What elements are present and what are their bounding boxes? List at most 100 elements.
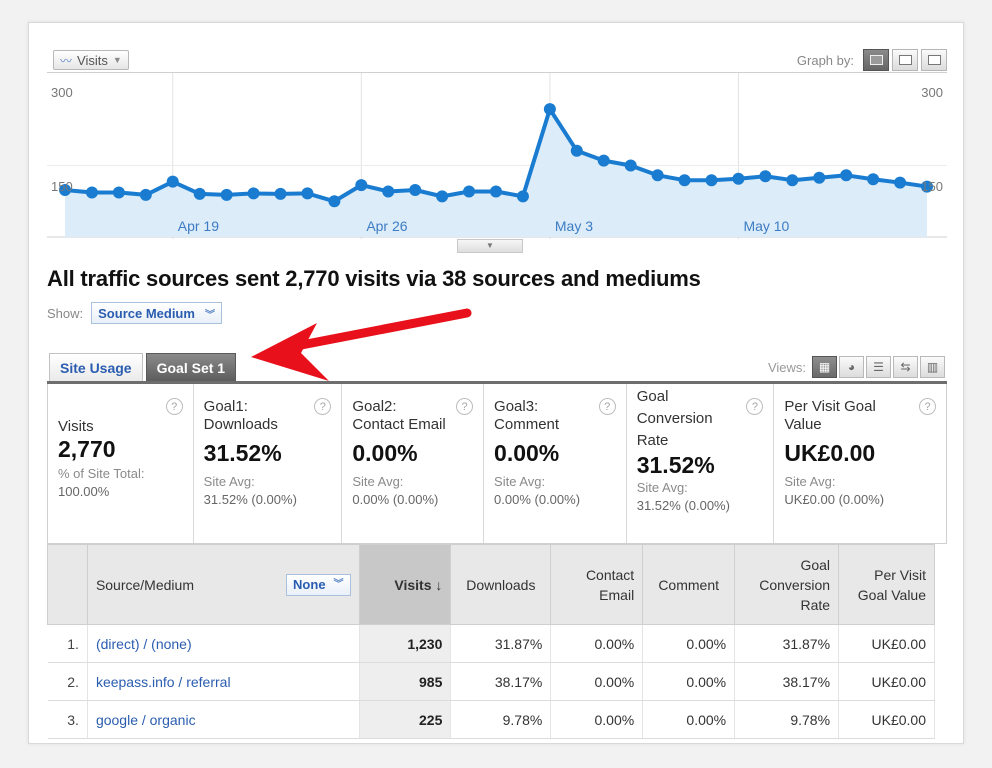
data-point[interactable] xyxy=(678,174,691,187)
graph-by-week-button[interactable] xyxy=(892,49,918,71)
data-point[interactable] xyxy=(112,186,125,199)
data-point[interactable] xyxy=(597,154,610,167)
scorecard-sub-value: 31.52% (0.00%) xyxy=(203,492,297,507)
data-point[interactable] xyxy=(705,174,718,187)
data-point[interactable] xyxy=(409,184,422,196)
help-icon[interactable]: ? xyxy=(746,398,764,415)
bar-list-icon: ☰ xyxy=(873,360,884,374)
scorecard-sub-value: 31.52% (0.00%) xyxy=(636,498,730,513)
help-icon[interactable]: ? xyxy=(598,398,616,415)
data-point[interactable] xyxy=(355,179,368,192)
data-point[interactable] xyxy=(274,187,287,200)
pivot-view-button[interactable]: ▥ xyxy=(920,356,945,378)
annotation-arrow-head xyxy=(251,323,329,381)
dimension-header-label[interactable]: Source/Medium xyxy=(95,576,194,593)
goal-conversion-rate-cell: 9.78% xyxy=(734,700,840,739)
downloads-header[interactable]: Downloads xyxy=(450,544,552,625)
data-point[interactable] xyxy=(759,170,772,183)
secondary-dimension-selector[interactable]: None ︾ xyxy=(286,573,351,596)
scorecard-sub-label: Site Avg: xyxy=(203,474,255,489)
x-tick-label: Apr 26 xyxy=(366,218,407,234)
dimension-selector-value: Source Medium xyxy=(98,305,195,321)
y-axis-right-300: 300 xyxy=(921,85,943,100)
line-chart-icon: 〰 xyxy=(60,53,73,68)
comparison-view-button[interactable]: ⇆ xyxy=(893,356,918,378)
scorecard-value: 31.52% xyxy=(636,452,715,478)
scorecard-value: 31.52% xyxy=(203,440,282,466)
pie-view-button[interactable]: ◕ xyxy=(839,356,864,378)
goal-conversion-rate-header[interactable]: Goal Conversion Rate xyxy=(734,544,840,625)
metric-selector[interactable]: 〰 Visits ▼ xyxy=(53,50,129,70)
contact-email-header[interactable]: Contact Email xyxy=(550,544,644,625)
performance-view-button[interactable]: ☰ xyxy=(866,356,891,378)
graph-by-controls: Graph by: xyxy=(797,49,947,71)
source-link[interactable]: (direct) / (none) xyxy=(95,635,192,652)
data-point[interactable] xyxy=(193,187,206,200)
help-icon[interactable]: ? xyxy=(165,398,183,415)
data-point[interactable] xyxy=(220,188,233,201)
data-point[interactable] xyxy=(463,185,476,198)
annotation-arrow-shaft xyxy=(286,308,472,352)
row-index: 1. xyxy=(47,624,88,663)
y-axis-right-150: 150 xyxy=(921,179,943,194)
pivot-icon: ▥ xyxy=(926,360,939,374)
help-icon[interactable]: ? xyxy=(919,398,936,415)
comment-cell: 0.00% xyxy=(642,700,736,739)
graph-by-month-button[interactable] xyxy=(921,49,947,71)
graph-resize-handle[interactable]: ▼ xyxy=(457,239,523,253)
data-point[interactable] xyxy=(732,172,745,185)
dimension-selector[interactable]: Source Medium ︾ xyxy=(91,302,222,324)
double-chevron-icon: ︾ xyxy=(333,578,344,590)
data-point[interactable] xyxy=(894,176,907,189)
data-point[interactable] xyxy=(328,195,341,208)
data-point[interactable] xyxy=(436,190,449,203)
metric-group-tabs: Site Usage Goal Set 1 xyxy=(49,353,237,381)
views-label: Views: xyxy=(767,359,806,375)
data-point[interactable] xyxy=(490,185,502,198)
data-point[interactable] xyxy=(85,186,98,199)
data-point[interactable] xyxy=(786,174,799,187)
index-header xyxy=(47,544,88,625)
scorecard-row: ? Visits 2,770 % of Site Total: 100.00% … xyxy=(47,384,947,544)
x-tick-label: May 3 xyxy=(555,218,593,234)
data-point[interactable] xyxy=(921,180,933,193)
data-point[interactable] xyxy=(301,187,314,200)
goal-conversion-rate-cell: 31.87% xyxy=(734,624,840,663)
data-point[interactable] xyxy=(813,171,826,184)
data-point[interactable] xyxy=(382,185,395,198)
data-point[interactable] xyxy=(59,184,71,196)
data-point[interactable] xyxy=(516,190,529,203)
tab-site-usage[interactable]: Site Usage xyxy=(49,353,143,381)
data-point[interactable] xyxy=(570,144,583,157)
comment-header[interactable]: Comment xyxy=(642,544,736,625)
table-icon: ▦ xyxy=(818,360,831,374)
show-row: Show: Source Medium ︾ xyxy=(47,302,222,324)
scorecard-goal3: ? Goal3: Comment 0.00% Site Avg: 0.00% (… xyxy=(484,384,627,543)
help-icon[interactable]: ? xyxy=(456,398,474,415)
data-point[interactable] xyxy=(166,175,179,188)
tab-goal-set-1[interactable]: Goal Set 1 xyxy=(145,353,237,381)
table-view-button[interactable]: ▦ xyxy=(812,356,837,378)
downloads-cell: 38.17% xyxy=(450,662,552,701)
source-link[interactable]: google / organic xyxy=(95,711,196,728)
scorecard-title: Goal1: Downloads xyxy=(203,398,278,433)
data-point[interactable] xyxy=(543,103,556,116)
scorecard-title: Visits xyxy=(58,418,94,435)
data-point[interactable] xyxy=(247,187,260,200)
downloads-cell: 9.78% xyxy=(450,700,552,739)
data-point[interactable] xyxy=(840,169,853,182)
data-point[interactable] xyxy=(651,169,664,182)
help-icon[interactable]: ? xyxy=(314,398,332,415)
graph-by-day-button[interactable] xyxy=(863,49,889,71)
data-point[interactable] xyxy=(624,159,637,172)
scorecard-value: 2,770 xyxy=(58,436,116,462)
data-point[interactable] xyxy=(139,188,152,201)
scorecard-goal-conversion-rate: ? Goal Conversion Rate 31.52% Site Avg: … xyxy=(627,384,775,543)
views-controls: Views: ▦ ◕ ☰ ⇆ ▥ xyxy=(768,356,945,378)
report-frame: 〰 Visits ▼ Graph by: 300 150 300 150 Apr… xyxy=(28,22,964,744)
source-cell: (direct) / (none) xyxy=(87,624,360,663)
data-point[interactable] xyxy=(867,173,880,186)
per-visit-goal-value-header[interactable]: Per Visit Goal Value xyxy=(838,544,935,625)
source-link[interactable]: keepass.info / referral xyxy=(95,673,231,690)
visits-header[interactable]: Visits ↓ xyxy=(358,544,452,625)
